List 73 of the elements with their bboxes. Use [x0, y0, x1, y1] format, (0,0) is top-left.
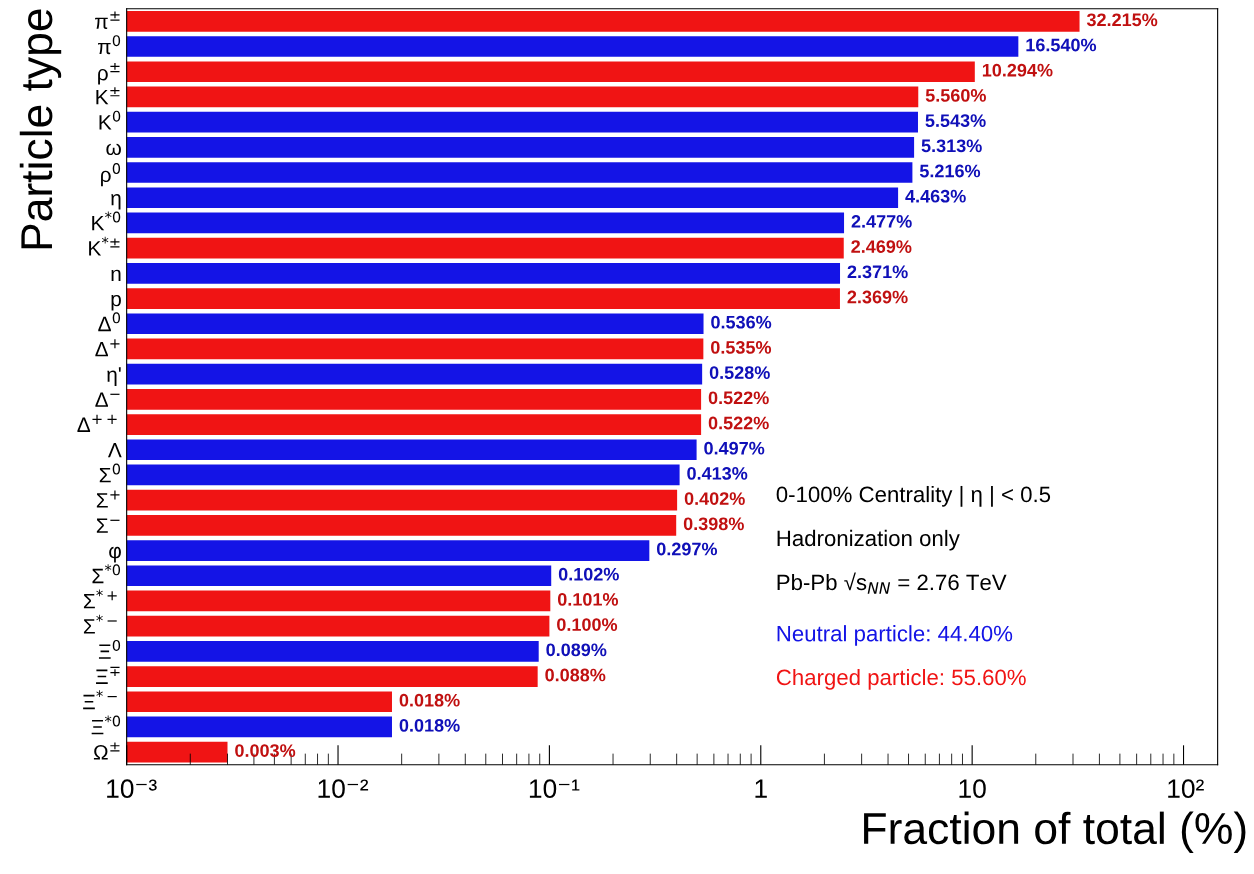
y-tick-label: Ξ$^{0}$: [98, 639, 121, 659]
y-tick-label: π$^{±}$: [95, 11, 120, 29]
data-label: 2.469%: [851, 240, 912, 253]
y-tick-label: Ξ$^{*−}$: [83, 690, 117, 710]
data-label: 32.215%: [1086, 13, 1158, 27]
data-label: 0.089%: [546, 643, 607, 657]
y-tick-label: ρ$^{0}$: [101, 163, 121, 187]
y-tick-label: η: [111, 194, 121, 210]
data-label: 0.398%: [683, 517, 744, 531]
x-tick-label: 10⁻³: [107, 779, 157, 799]
y-tick-label: Σ$^{*0}$: [92, 564, 121, 584]
text: Charged particle: 55.60%: [776, 668, 1026, 690]
x-tick-label: 1: [755, 779, 767, 798]
data-label: 2.477%: [851, 215, 912, 228]
data-label: 0.413%: [687, 467, 748, 480]
data-label: 10.294%: [982, 63, 1053, 77]
y-tick-label: n: [111, 269, 121, 281]
data-label: 0.522%: [708, 416, 769, 430]
y-tick-label: Δ$^{++}$: [77, 414, 117, 432]
y-tick-label: Ω$^{±}$: [93, 742, 120, 760]
data-label: 0.522%: [708, 391, 769, 405]
y-tick-label: K$^{0}$: [99, 110, 121, 130]
data-label: 0.088%: [545, 668, 606, 682]
y-tick-label: Σ$^{*+}$: [83, 589, 117, 609]
annotation: Pb-Pb √s$_{NN}$ = 2.76 TeV: [777, 572, 1007, 594]
y-tick-label: Δ$^{0}$: [98, 312, 121, 332]
annotation: 0-100% Centrality | η | < 0.5: [776, 485, 1051, 507]
y-tick-label: φ: [109, 546, 121, 563]
data-label: 16.540%: [1026, 38, 1097, 52]
data-label: 0.497%: [704, 441, 765, 455]
y-tick-label: K$^{*±}$: [89, 236, 120, 256]
y-tick-label: π$^{0}$: [98, 35, 121, 55]
x-tick-label: 10⁻²: [318, 779, 369, 799]
data-label: 5.313%: [921, 139, 982, 153]
x-tick-label: 10⁻¹: [529, 779, 580, 799]
data-label: 0.528%: [709, 366, 770, 379]
y-tick-label: Σ$^{0}$: [99, 463, 121, 483]
data-label: 0.100%: [557, 618, 618, 631]
data-label: 2.369%: [847, 290, 908, 304]
y-tick-label: Ξ$^{∓}$: [96, 666, 120, 684]
y-tick-label: Λ: [107, 442, 122, 458]
y-tick-label: p: [111, 294, 121, 311]
data-label: 5.216%: [919, 164, 981, 178]
annotation: Hadronization only: [777, 529, 960, 551]
y-tick-label: ω: [106, 143, 121, 156]
data-label: 4.463%: [905, 189, 966, 203]
data-label: 0.402%: [684, 492, 745, 505]
x-tick-label: 10: [959, 779, 986, 799]
x-axis-title: Fraction of total (%): [864, 811, 1246, 854]
data-label: 0.102%: [558, 567, 619, 581]
y-tick-label: Δ$^{+}$: [95, 339, 120, 357]
data-label: 0.297%: [656, 542, 718, 556]
y-tick-label: η': [107, 367, 121, 387]
data-label: 2.371%: [847, 265, 908, 279]
data-label: 0.003%: [235, 744, 296, 758]
y-tick-label: Δ$^{−}$: [95, 392, 120, 407]
data-label: 0.101%: [557, 593, 619, 606]
y-tick-label: Σ$^{−}$: [96, 518, 120, 533]
y-tick-label: Σ$^{+}$: [96, 490, 120, 508]
data-label: 0.536%: [711, 315, 772, 329]
y-tick-label: K$^{±}$: [96, 87, 120, 105]
text: Neutral particle: 44.40%: [777, 625, 1013, 646]
data-label: 5.543%: [925, 114, 986, 128]
data-label: 5.560%: [925, 89, 986, 102]
y-axis-title: Particle type: [19, 9, 62, 249]
y-tick-label: Σ$^{*−}$: [83, 614, 117, 634]
y-tick-label: Ξ$^{*0}$: [91, 715, 121, 735]
data-label: 0.018%: [399, 693, 460, 707]
y-tick-label: K$^{*0}$: [92, 211, 121, 231]
y-tick-label: ρ$^{±}$: [98, 63, 120, 85]
data-label: 0.018%: [399, 719, 460, 732]
x-tick-label: 10²: [1168, 779, 1204, 799]
data-label: 0.535%: [711, 341, 772, 354]
